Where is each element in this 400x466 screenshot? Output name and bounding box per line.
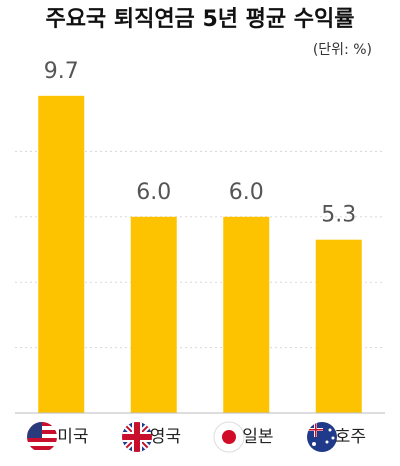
bar [130,216,177,413]
x-tick-label: 호주 [335,427,366,447]
flag-us [27,422,57,452]
value-label: 6.0 [229,180,264,205]
x-tick-label: 미국 [57,427,88,447]
bar [223,216,270,413]
chart-subtitle: (단위: %) [313,42,372,58]
bar [38,95,85,413]
value-label: 9.7 [44,59,79,84]
value-label: 5.3 [321,203,356,228]
flag-uk [122,422,152,452]
flag-au [307,422,337,452]
chart-title: 주요국 퇴직연금 5년 평균 수익률 [45,7,354,32]
value-label: 6.0 [136,180,171,205]
x-tick-label: 일본 [242,427,273,447]
flag-jp [213,421,245,453]
bar [315,239,362,413]
x-tick-label: 영국 [150,427,181,447]
flags [27,421,337,453]
